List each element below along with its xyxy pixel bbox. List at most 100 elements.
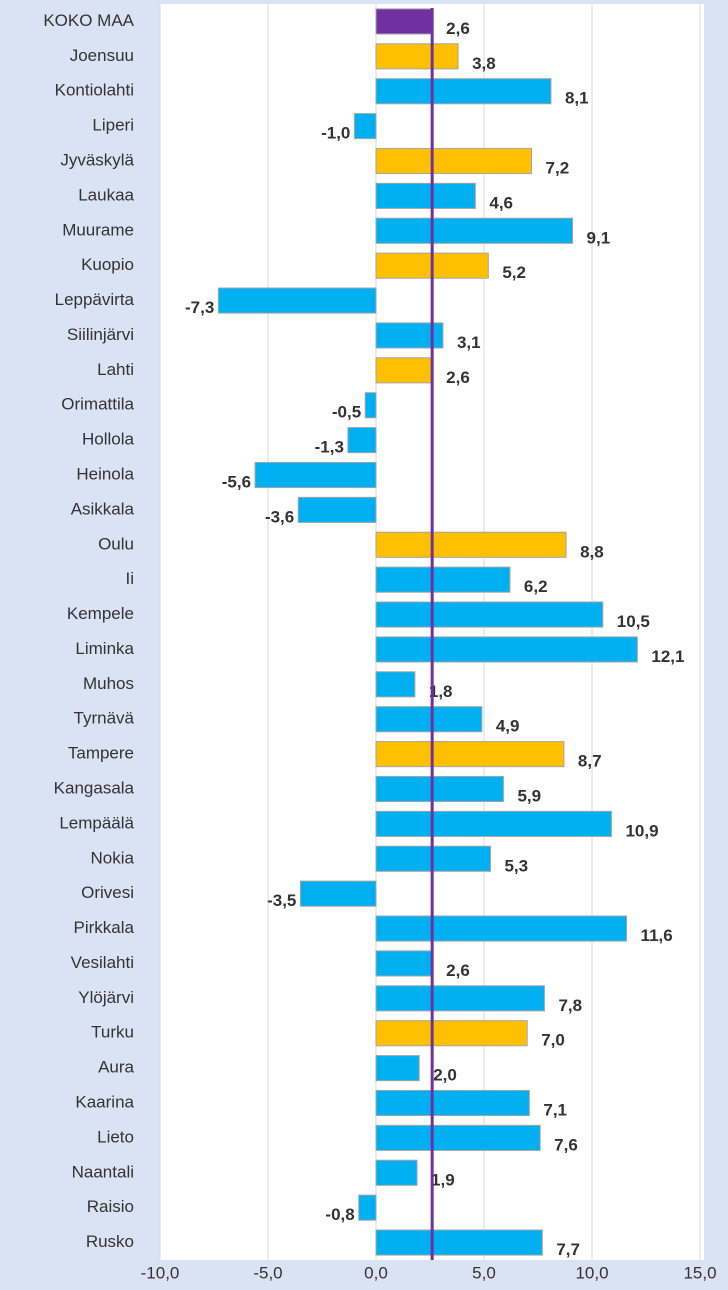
x-tick-label: -5,0: [253, 1263, 282, 1282]
value-label: 1,9: [431, 1170, 455, 1189]
y-tick-label: Vesilahti: [71, 953, 134, 972]
y-tick-label: Kempele: [67, 604, 134, 623]
y-tick-label: Oulu: [98, 534, 134, 553]
bar: [375, 1089, 530, 1117]
y-tick-label: Muurame: [62, 220, 134, 239]
value-label: 2,6: [446, 19, 470, 38]
x-tick-label: 10,0: [575, 1263, 608, 1282]
y-tick-label: Leppävirta: [55, 290, 135, 309]
bar: [364, 392, 377, 419]
value-label: 5,2: [502, 263, 526, 282]
y-tick-label: Siilinjärvi: [67, 325, 134, 344]
value-label: -0,8: [325, 1205, 354, 1224]
bar: [358, 1194, 377, 1221]
bar: [375, 601, 604, 628]
y-tick-label: KOKO MAA: [43, 11, 134, 30]
y-tick-label: Tyrnävä: [74, 709, 135, 728]
value-label: 7,1: [543, 1100, 567, 1119]
bar: [375, 1159, 418, 1186]
value-label: -5,6: [222, 472, 251, 491]
value-label: 8,8: [580, 542, 604, 561]
y-tick-label: Aura: [98, 1058, 134, 1077]
y-tick-label: Kuopio: [81, 255, 134, 274]
bar: [375, 78, 552, 105]
x-tick-label: 0,0: [364, 1263, 388, 1282]
bar: [375, 706, 483, 733]
y-tick-label: Liminka: [75, 639, 134, 658]
y-tick-label: Pirkkala: [74, 918, 135, 937]
bar: [254, 461, 377, 489]
bar: [299, 880, 377, 907]
y-tick-label: Kangasala: [54, 778, 135, 797]
y-tick-label: Muhos: [83, 674, 134, 693]
bar: [375, 43, 459, 70]
value-label: 7,2: [546, 158, 570, 177]
y-tick-label: Nokia: [91, 848, 135, 867]
y-tick-label: Jyväskylä: [60, 150, 134, 169]
y-tick-label: Laukaa: [78, 185, 134, 204]
value-label: -1,3: [315, 438, 344, 457]
y-tick-label: Rusko: [86, 1232, 134, 1251]
bar: [375, 915, 628, 942]
value-label: 4,9: [496, 717, 520, 736]
x-tick-label: -10,0: [141, 1263, 180, 1282]
y-tick-label: Hollola: [82, 430, 135, 449]
y-tick-label: Tampere: [68, 744, 134, 763]
value-label: -3,5: [267, 891, 296, 910]
y-tick-label: Joensuu: [70, 46, 134, 65]
bar: [297, 496, 377, 523]
value-label: -7,3: [185, 298, 214, 317]
value-label: 10,5: [617, 612, 650, 631]
bar: [375, 147, 533, 175]
y-tick-label: Lempäälä: [59, 813, 134, 832]
value-label: 2,0: [433, 1066, 457, 1085]
bar: [375, 182, 476, 209]
bar: [375, 636, 638, 663]
bar: [375, 775, 504, 803]
bar: [375, 357, 433, 384]
value-label: 4,6: [489, 193, 513, 212]
x-tick-label: 5,0: [472, 1263, 496, 1282]
bar: [375, 810, 612, 837]
bar: [375, 1055, 420, 1082]
bar: [375, 217, 574, 244]
y-tick-label: Turku: [91, 1023, 134, 1042]
value-label: -3,6: [265, 507, 294, 526]
y-tick-label: Liperi: [92, 116, 134, 135]
value-label: 9,1: [587, 228, 611, 247]
y-tick-label: Kontiolahti: [55, 81, 134, 100]
value-label: 10,9: [625, 821, 658, 840]
bar: [375, 531, 567, 558]
x-tick-label: 15,0: [683, 1263, 716, 1282]
bar: [375, 985, 545, 1012]
value-label: 3,1: [457, 333, 481, 352]
y-tick-label: Ii: [126, 569, 135, 588]
value-label: 12,1: [651, 647, 684, 666]
bar: [375, 671, 416, 698]
value-label: 8,7: [578, 752, 602, 771]
y-tick-label: Orimattila: [61, 395, 134, 414]
bar: [217, 287, 377, 314]
y-tick-label: Naantali: [72, 1162, 134, 1181]
y-tick-label: Asikkala: [71, 499, 135, 518]
y-tick-label: Heinola: [76, 464, 134, 483]
value-label: 8,1: [565, 89, 589, 108]
value-label: 2,6: [446, 961, 470, 980]
value-label: 2,6: [446, 368, 470, 387]
value-label: -1,0: [321, 124, 350, 143]
bar: [375, 8, 433, 35]
y-tick-label: Kaarina: [75, 1092, 134, 1111]
y-tick-label: Ylöjärvi: [78, 988, 134, 1007]
value-label: 7,6: [554, 1135, 578, 1154]
bar: [375, 1124, 541, 1151]
bar: [375, 741, 565, 768]
bar: [375, 566, 511, 593]
y-tick-label: Raisio: [87, 1197, 134, 1216]
bar: [375, 1020, 528, 1047]
value-label: 3,8: [472, 54, 496, 73]
value-label: 5,3: [504, 856, 528, 875]
y-tick-label: Lahti: [97, 360, 134, 379]
y-tick-label: Orivesi: [81, 883, 134, 902]
